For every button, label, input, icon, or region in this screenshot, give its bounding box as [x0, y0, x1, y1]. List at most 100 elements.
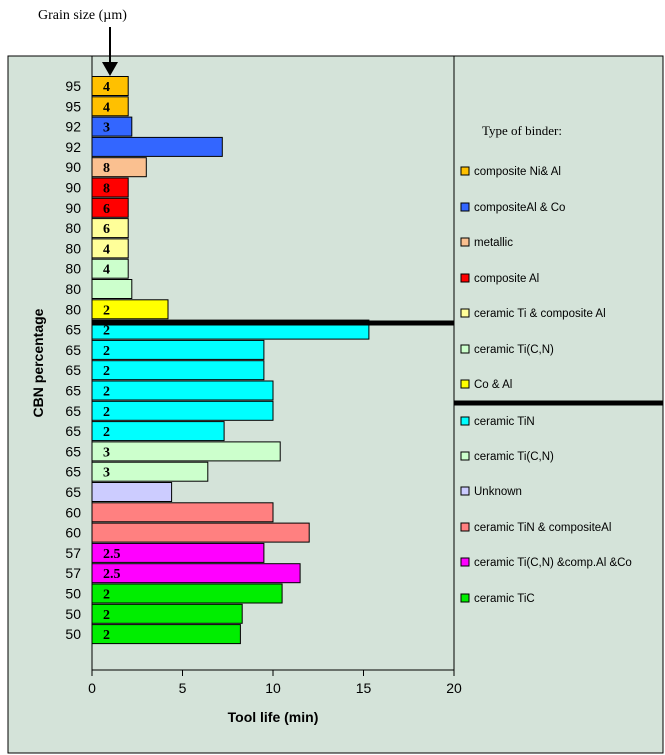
legend-swatch: [460, 202, 470, 212]
x-axis-title: Tool life (min): [228, 709, 319, 725]
grain-size-label: 2: [103, 364, 110, 379]
grain-size-label: 2: [103, 324, 110, 339]
legend-swatch: [460, 237, 470, 247]
bar: [91, 542, 265, 563]
bar: [91, 76, 129, 96]
bar: [91, 299, 169, 320]
bar: [91, 339, 265, 360]
category-label: 60: [65, 504, 81, 520]
x-tick-label: 0: [88, 680, 96, 696]
bar: [91, 563, 301, 584]
grain-size-label: 4: [103, 100, 110, 115]
legend: composite Ni& Al compositeAl & Co metallic…: [460, 166, 632, 605]
legend-title: Type of binder:: [482, 123, 562, 138]
category-label: 57: [65, 565, 81, 581]
category-label: 80: [65, 240, 81, 256]
bar: [91, 136, 223, 157]
legend-label: Co & Al: [474, 379, 512, 391]
legend-label: composite Ni& Al: [474, 166, 561, 178]
bars-layer: 95 4 95 4 92 3 92 90 8 90 8 90 6 80 6 80 4 80 4 80 80 2 65 2 65 2…: [65, 76, 370, 645]
bar: [91, 116, 133, 137]
bar: [91, 380, 274, 401]
category-label: 57: [65, 545, 81, 561]
grain-size-label: 2: [103, 628, 110, 643]
bar: [91, 583, 283, 604]
grain-size-label: 2: [103, 588, 110, 603]
grain-size-label: 8: [103, 182, 110, 197]
category-label: 65: [65, 484, 81, 500]
category-label: 80: [65, 220, 81, 236]
category-label: 90: [65, 200, 81, 216]
category-label: 80: [65, 301, 81, 317]
category-label: 80: [65, 261, 81, 277]
bar: [91, 624, 241, 645]
bar: [91, 218, 129, 239]
grain-size-label: 3: [103, 466, 110, 481]
bar: [91, 279, 133, 299]
legend-label: metallic: [474, 237, 513, 249]
legend-label: ceramic Ti(C,N): [474, 344, 554, 356]
category-label: 92: [65, 119, 81, 135]
legend-swatch: [460, 593, 470, 603]
legend-label: ceramic TiC: [474, 593, 535, 605]
grain-size-arrow-head: [102, 62, 118, 76]
category-label: 65: [65, 362, 81, 378]
category-label: 80: [65, 281, 81, 297]
x-tick-label: 10: [265, 680, 281, 696]
bar: [91, 421, 225, 442]
legend-swatch: [460, 416, 470, 426]
x-tick-label: 15: [356, 680, 372, 696]
y-axis-title: CBN percentage: [30, 308, 46, 417]
category-label: 95: [65, 98, 81, 114]
grain-size-label: 4: [103, 242, 110, 257]
bar: [91, 177, 129, 198]
legend-swatch: [460, 379, 470, 389]
legend-label: ceramic TiN & compositeAl: [474, 522, 611, 534]
legend-swatch: [460, 522, 470, 532]
category-label: 60: [65, 525, 81, 541]
grain-size-label: 6: [103, 202, 110, 217]
category-label: 65: [65, 322, 81, 338]
category-label: 65: [65, 464, 81, 480]
legend-label: ceramic TiN: [474, 416, 535, 428]
category-label: 50: [65, 586, 81, 602]
legend-swatch: [460, 308, 470, 318]
legend-label: ceramic Ti & composite Al: [474, 308, 606, 320]
grain-size-label: 2.5: [103, 547, 121, 562]
grain-size-label: 4: [103, 80, 110, 95]
legend-label: ceramic Ti(C,N) &comp.Al &Co: [474, 557, 632, 569]
x-axis: 0 5 10 15 20: [88, 670, 462, 696]
bar: [91, 400, 274, 421]
bar: [91, 258, 129, 279]
bar: [91, 502, 274, 523]
bar: [91, 441, 281, 462]
category-label: 65: [65, 342, 81, 358]
grain-size-label: 8: [103, 161, 110, 176]
category-label: 65: [65, 383, 81, 399]
category-label: 65: [65, 403, 81, 419]
grain-size-label: 3: [103, 121, 110, 136]
legend-swatch: [460, 344, 470, 354]
grain-size-label: 2: [103, 608, 110, 623]
category-label: 65: [65, 423, 81, 439]
grain-size-label: 6: [103, 222, 110, 237]
legend-swatch: [460, 273, 470, 283]
grain-size-label: 2: [103, 303, 110, 318]
category-label: 50: [65, 626, 81, 642]
category-label: 92: [65, 139, 81, 155]
grain-size-label: 2: [103, 385, 110, 400]
grain-size-label: 3: [103, 445, 110, 460]
grain-size-label: 2.5: [103, 567, 121, 582]
category-label: 65: [65, 443, 81, 459]
legend-swatch: [460, 451, 470, 461]
bar: [91, 603, 243, 624]
grain-size-label: 2: [103, 425, 110, 440]
category-label: 95: [65, 78, 81, 94]
legend-swatch: [460, 557, 470, 567]
category-label: 50: [65, 606, 81, 622]
x-tick-label: 5: [179, 680, 187, 696]
bar: [91, 197, 129, 218]
grain-size-label: 4: [103, 263, 110, 278]
x-tick-label: 20: [446, 680, 462, 696]
